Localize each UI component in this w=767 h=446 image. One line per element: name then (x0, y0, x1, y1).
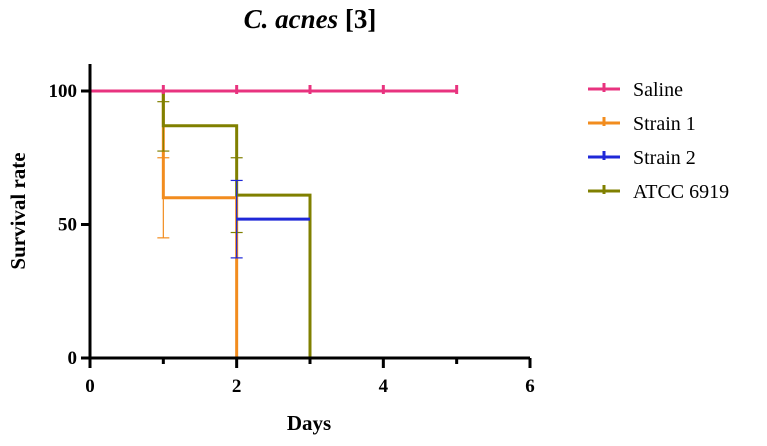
plot-area (90, 85, 459, 358)
y-tick-label: 100 (49, 81, 78, 102)
chart-title-italic: C. acnes (244, 4, 339, 34)
x-tick-label: 0 (85, 376, 95, 397)
series-line (90, 89, 312, 358)
legend-label: Strain 1 (633, 113, 696, 135)
legend-label: Strain 2 (633, 147, 696, 169)
x-axis-label: Days (287, 411, 331, 435)
axes: 0 50 100 0 2 4 6 (49, 64, 535, 397)
y-tick-label: 50 (58, 215, 77, 236)
x-tick-label: 2 (232, 376, 242, 397)
x-tick-label: 6 (525, 376, 535, 397)
legend-label: ATCC 6919 (633, 181, 729, 203)
y-tick-label: 0 (68, 348, 78, 369)
legend: Saline Strain 1 Strain 2 ATCC 6919 (588, 79, 729, 203)
chart-title: C. acnes [3] (244, 4, 377, 34)
x-tick-label: 4 (379, 376, 389, 397)
chart-title-rest: [3] (338, 4, 376, 34)
y-axis-label: Survival rate (6, 152, 30, 269)
legend-label: Saline (633, 79, 683, 101)
